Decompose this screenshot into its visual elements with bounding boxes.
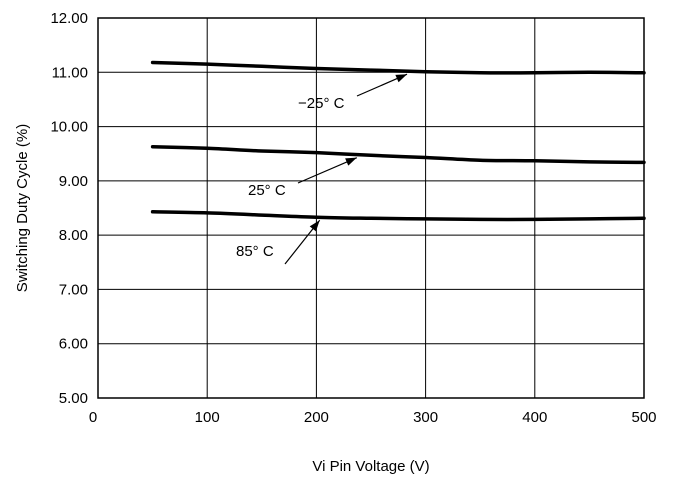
annotation-arrowhead	[309, 220, 320, 232]
y-tick-label: 5.00	[59, 390, 88, 407]
plot-frame	[97, 17, 645, 399]
y-tick-labels: 5.00 6.00 7.00 8.00 9.00 10.00 11.00 12.00	[50, 10, 88, 407]
y-tick-label: 12.00	[50, 10, 88, 27]
series-line-2	[150, 210, 646, 222]
y-axis-label: Switching Duty Cycle (%)	[14, 124, 31, 292]
x-tick-label: 300	[413, 409, 438, 426]
annotation-arrowhead	[395, 74, 408, 83]
y-tick-label: 9.00	[59, 173, 88, 190]
x-tick-label: 0	[89, 409, 97, 426]
series-line-1	[150, 144, 646, 165]
x-tick-label: 400	[522, 409, 547, 426]
y-tick-label: 6.00	[59, 336, 88, 353]
annotation-label: 85° C	[236, 243, 274, 260]
x-axis-label: Vi Pin Voltage (V)	[312, 458, 429, 475]
x-tick-label: 500	[631, 409, 656, 426]
y-tick-label: 11.00	[52, 64, 88, 81]
series-line-0	[150, 60, 646, 75]
x-tick-labels: 0 100 200 300 400 500	[89, 409, 657, 426]
annotation-label: −25° C	[298, 95, 345, 112]
grid	[98, 18, 644, 398]
x-tick-label: 200	[304, 409, 329, 426]
x-tick-label: 100	[195, 409, 220, 426]
annotation-arrowhead	[345, 157, 357, 166]
y-tick-label: 10.00	[50, 119, 88, 136]
y-tick-label: 7.00	[59, 281, 88, 298]
y-tick-label: 8.00	[59, 227, 88, 244]
series-lines	[150, 60, 646, 222]
annotations: −25° C 25° C 85° C	[236, 73, 408, 265]
annotation-label: 25° C	[248, 182, 286, 199]
